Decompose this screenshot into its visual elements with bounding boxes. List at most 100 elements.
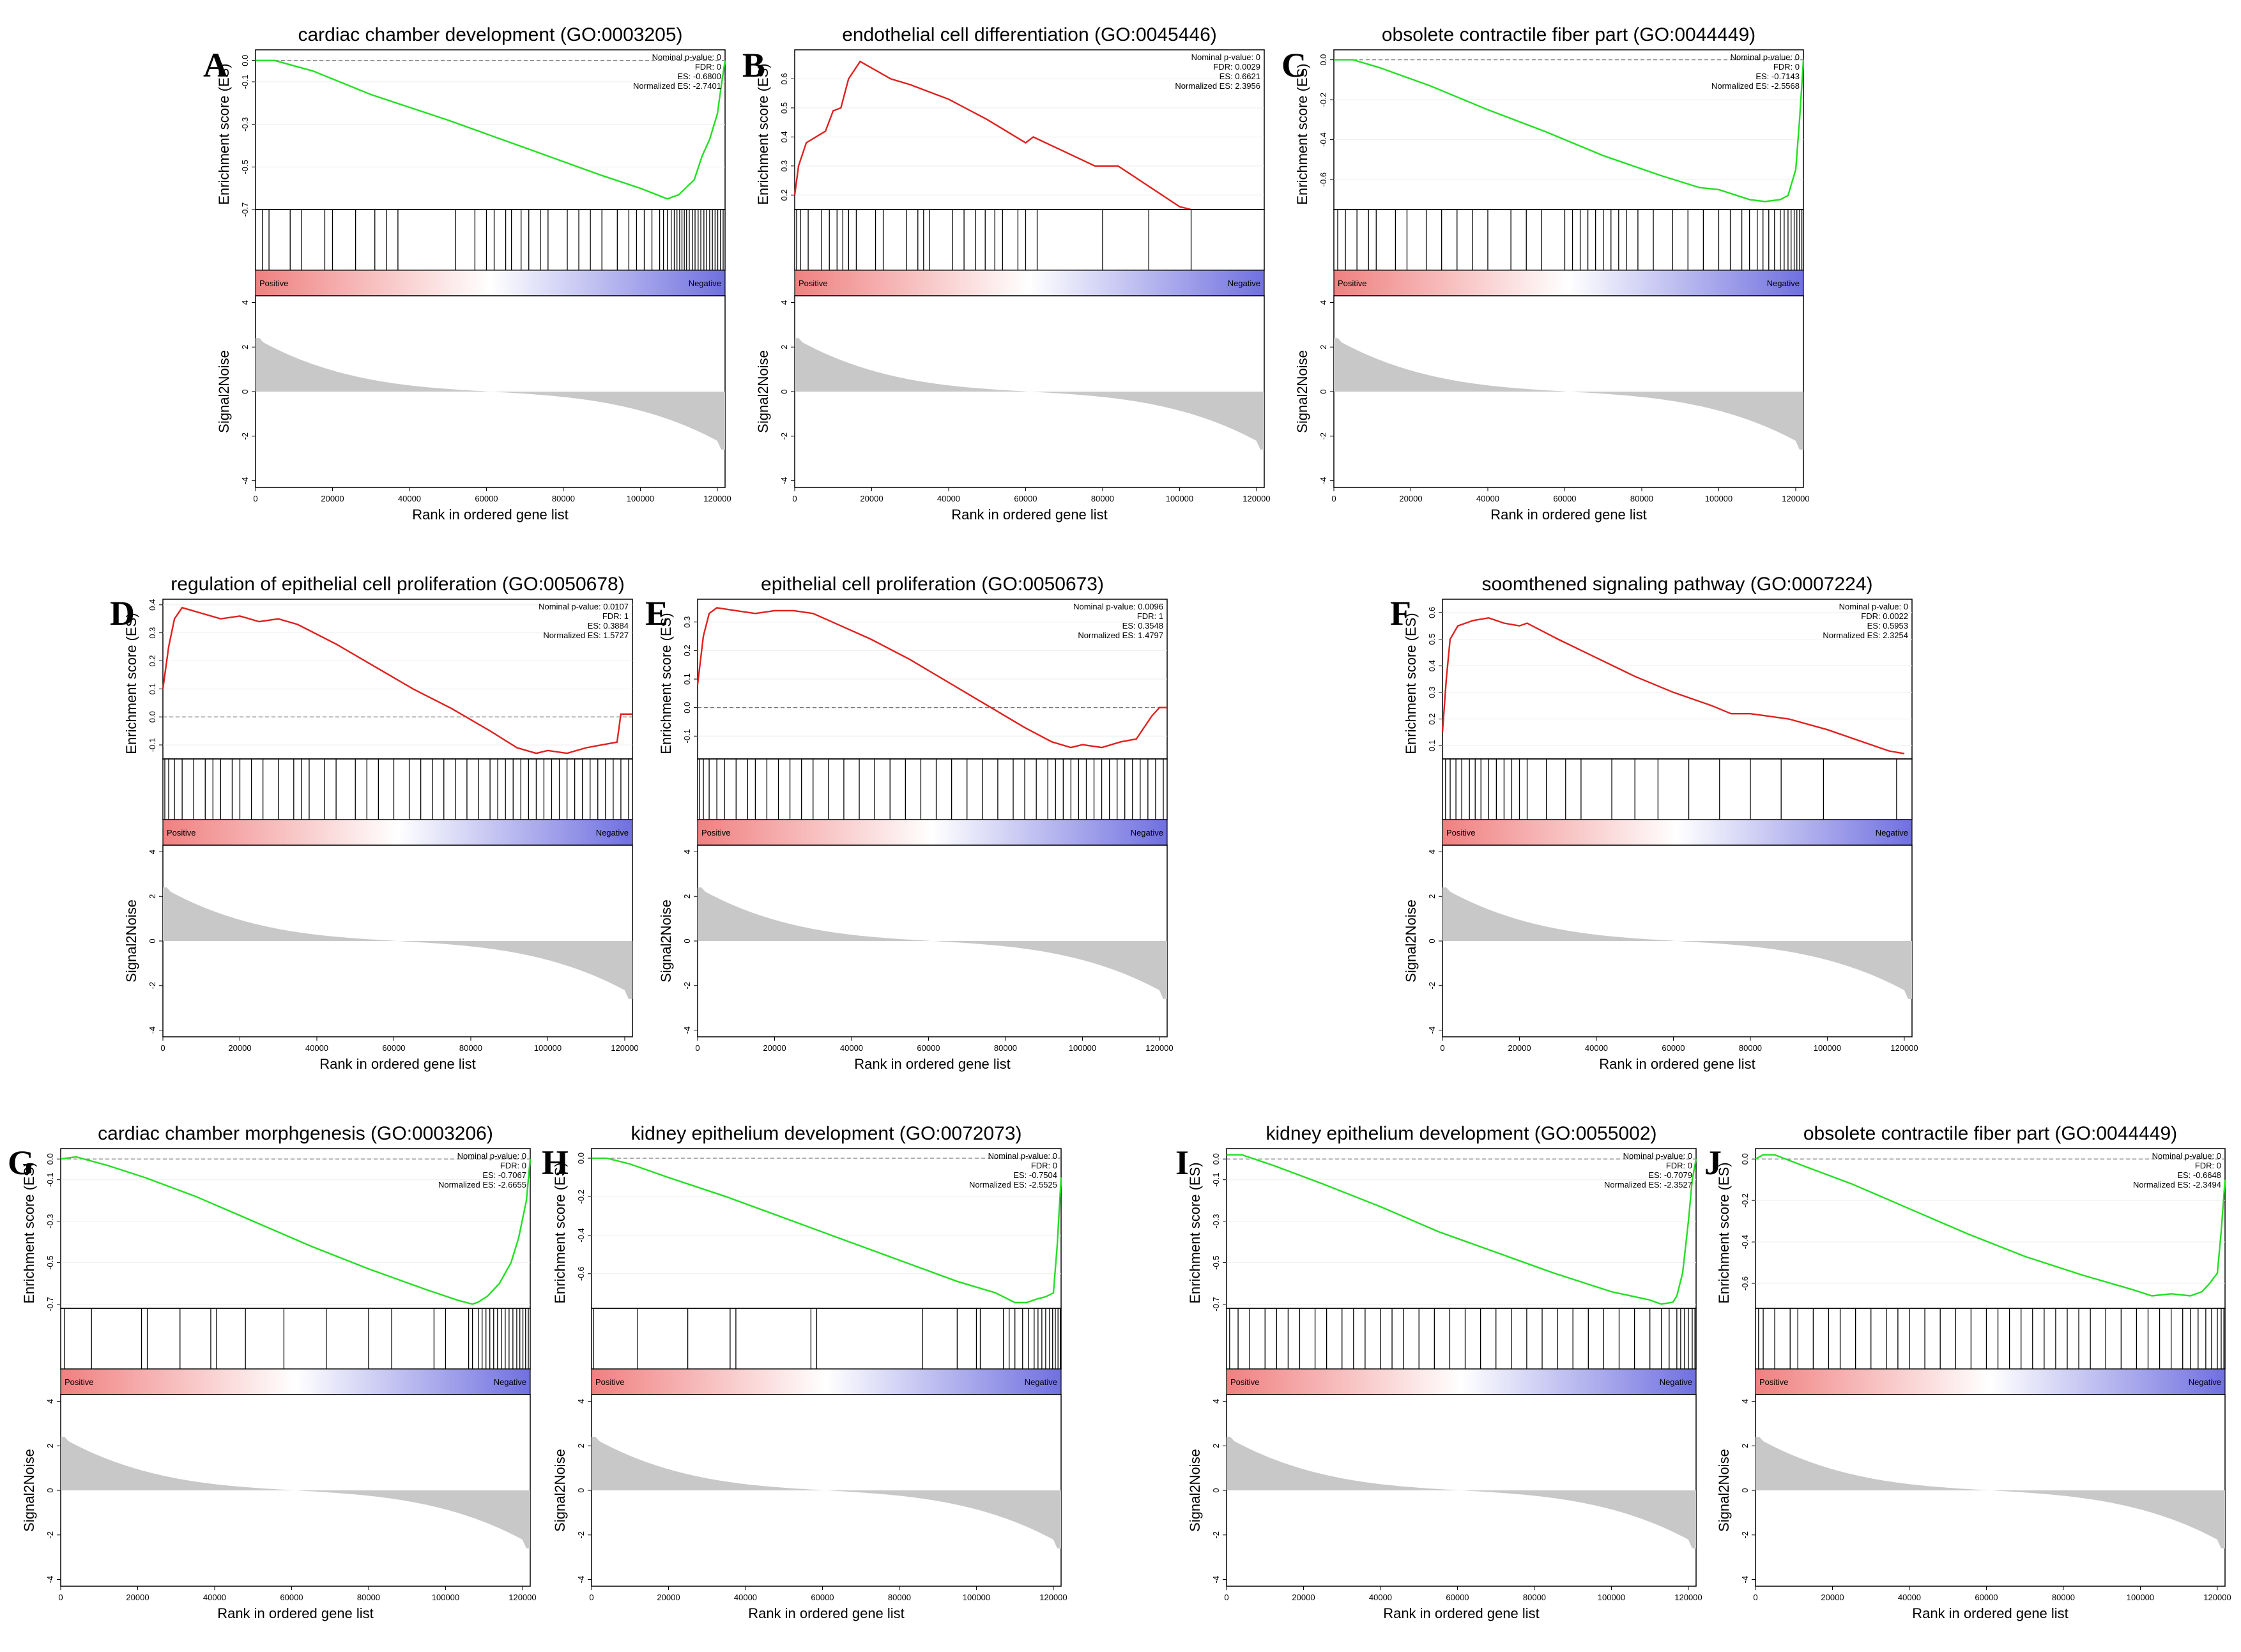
x-tick-label: 40000 <box>1898 1593 1921 1602</box>
x-tick-label: 60000 <box>1662 1043 1685 1053</box>
chart-title: endothelial cell differentiation (GO:004… <box>842 24 1217 45</box>
y-axis-label-es: Enrichment score (ES) <box>216 63 232 204</box>
s2n-tick-label: 4 <box>1211 1399 1221 1403</box>
s2n-tick-label: 2 <box>779 345 789 349</box>
hits-frame <box>591 1308 1062 1370</box>
x-tick-label: 0 <box>160 1043 165 1053</box>
s2n-tick-label: -2 <box>240 432 250 440</box>
s2n-tick-label: 0 <box>682 938 692 943</box>
s2n-tick-label: 2 <box>1211 1444 1221 1448</box>
s2n-tick-label: 0 <box>1211 1488 1221 1492</box>
chart-title: obsolete contractile fiber part (GO:0044… <box>1803 1123 2177 1144</box>
s2n-tick-label: -2 <box>682 982 692 990</box>
x-tick-label: 100000 <box>627 494 654 503</box>
y-axis-label-es: Enrichment score (ES) <box>552 1162 568 1303</box>
y-axis-label-es: Enrichment score (ES) <box>123 613 139 754</box>
y-tick-label: -0.3 <box>1211 1214 1221 1228</box>
s2n-tick-label: -2 <box>1211 1531 1221 1539</box>
rank-band <box>697 819 1168 846</box>
panel-letter: G <box>8 1143 34 1182</box>
y-tick-label: -0.2 <box>1319 93 1328 107</box>
x-axis-label: Rank in ordered gene list <box>951 507 1108 523</box>
negative-label: Negative <box>1767 279 1800 288</box>
negative-label: Negative <box>2189 1377 2221 1387</box>
s2n-tick-label: 2 <box>1740 1444 1750 1448</box>
x-tick-label: 120000 <box>1039 1593 1067 1602</box>
s2n-tick-label: 0 <box>1427 938 1437 943</box>
y-tick-label: -0.5 <box>240 160 250 174</box>
stat-line: ES: 0.3548 <box>1122 621 1163 631</box>
s2n-tick-label: -4 <box>240 477 250 485</box>
stat-line: Nominal p-value: 0 <box>1731 52 1800 62</box>
s2n-area <box>1442 887 1912 999</box>
s2n-area <box>1334 338 1803 450</box>
stat-line: Normalized ES: -2.3494 <box>2133 1180 2221 1189</box>
stat-line: Nominal p-value: 0 <box>1623 1151 1692 1161</box>
rank-band <box>162 819 633 846</box>
positive-label: Positive <box>1338 279 1367 288</box>
x-axis-label: Rank in ordered gene list <box>319 1056 476 1072</box>
x-tick-label: 20000 <box>228 1043 251 1053</box>
y-tick-label: 0.3 <box>682 616 692 628</box>
y-axis-label-s2n: Signal2Noise <box>123 899 139 983</box>
y-tick-label: 0.3 <box>148 627 157 639</box>
x-tick-label: 60000 <box>1553 494 1576 503</box>
s2n-tick-label: -4 <box>148 1027 157 1034</box>
positive-label: Positive <box>1446 828 1476 837</box>
s2n-tick-label: 0 <box>1740 1488 1750 1492</box>
es-frame <box>255 49 726 210</box>
stat-line: ES: 0.3884 <box>588 621 629 631</box>
negative-label: Negative <box>1876 828 1908 837</box>
y-tick-label: -0.3 <box>240 117 250 131</box>
positive-label: Positive <box>259 279 289 288</box>
x-tick-label: 0 <box>1331 494 1336 503</box>
x-tick-label: 120000 <box>1674 1593 1702 1602</box>
hits-frame <box>794 209 1265 271</box>
x-tick-label: 100000 <box>963 1593 990 1602</box>
y-tick-label: 0.0 <box>148 711 157 723</box>
x-tick-label: 80000 <box>2052 1593 2075 1602</box>
y-tick-label: 0.0 <box>240 55 250 66</box>
stat-line: FDR: 1 <box>1137 611 1163 621</box>
x-tick-label: 60000 <box>280 1593 303 1602</box>
s2n-tick-label: 4 <box>779 300 789 305</box>
s2n-tick-label: 4 <box>682 850 692 854</box>
y-axis-label-es: Enrichment score (ES) <box>755 63 771 204</box>
y-tick-label: -0.7 <box>45 1297 55 1311</box>
s2n-tick-label: 4 <box>1740 1399 1750 1403</box>
y-axis-label-es: Enrichment score (ES) <box>21 1162 37 1303</box>
hits-frame <box>1226 1308 1697 1370</box>
y-tick-label: -0.1 <box>1211 1172 1221 1186</box>
x-axis-label: Rank in ordered gene list <box>1599 1056 1755 1072</box>
y-tick-label: -0.4 <box>1319 132 1328 146</box>
x-tick-label: 60000 <box>1975 1593 1998 1602</box>
positive-label: Positive <box>1759 1377 1789 1387</box>
s2n-tick-label: -4 <box>1211 1576 1221 1584</box>
stat-line: Normalized ES: -2.6655 <box>438 1180 526 1189</box>
x-tick-label: 100000 <box>534 1043 562 1053</box>
panel-letter: F <box>1390 594 1411 632</box>
panel-letter: B <box>742 46 765 84</box>
es-curve <box>1441 616 1905 754</box>
y-tick-label: -0.3 <box>45 1214 55 1228</box>
y-tick-label: 0.2 <box>148 655 157 666</box>
stat-line: FDR: 0 <box>1031 1161 1057 1170</box>
x-tick-label: 60000 <box>811 1593 834 1602</box>
s2n-tick-label: 0 <box>1319 389 1328 394</box>
y-tick-label: -0.6 <box>1740 1276 1750 1290</box>
s2n-tick-label: -2 <box>1740 1531 1750 1539</box>
y-tick-label: 0.4 <box>779 131 789 142</box>
panel-letter: H <box>542 1143 569 1182</box>
x-axis-label: Rank in ordered gene list <box>412 507 569 523</box>
y-axis-label-s2n: Signal2Noise <box>552 1449 568 1532</box>
x-tick-label: 80000 <box>888 1593 911 1602</box>
rank-band <box>60 1368 531 1395</box>
x-tick-label: 0 <box>253 494 257 503</box>
x-tick-label: 0 <box>792 494 797 503</box>
stat-line: Normalized ES: 1.5727 <box>543 631 629 640</box>
